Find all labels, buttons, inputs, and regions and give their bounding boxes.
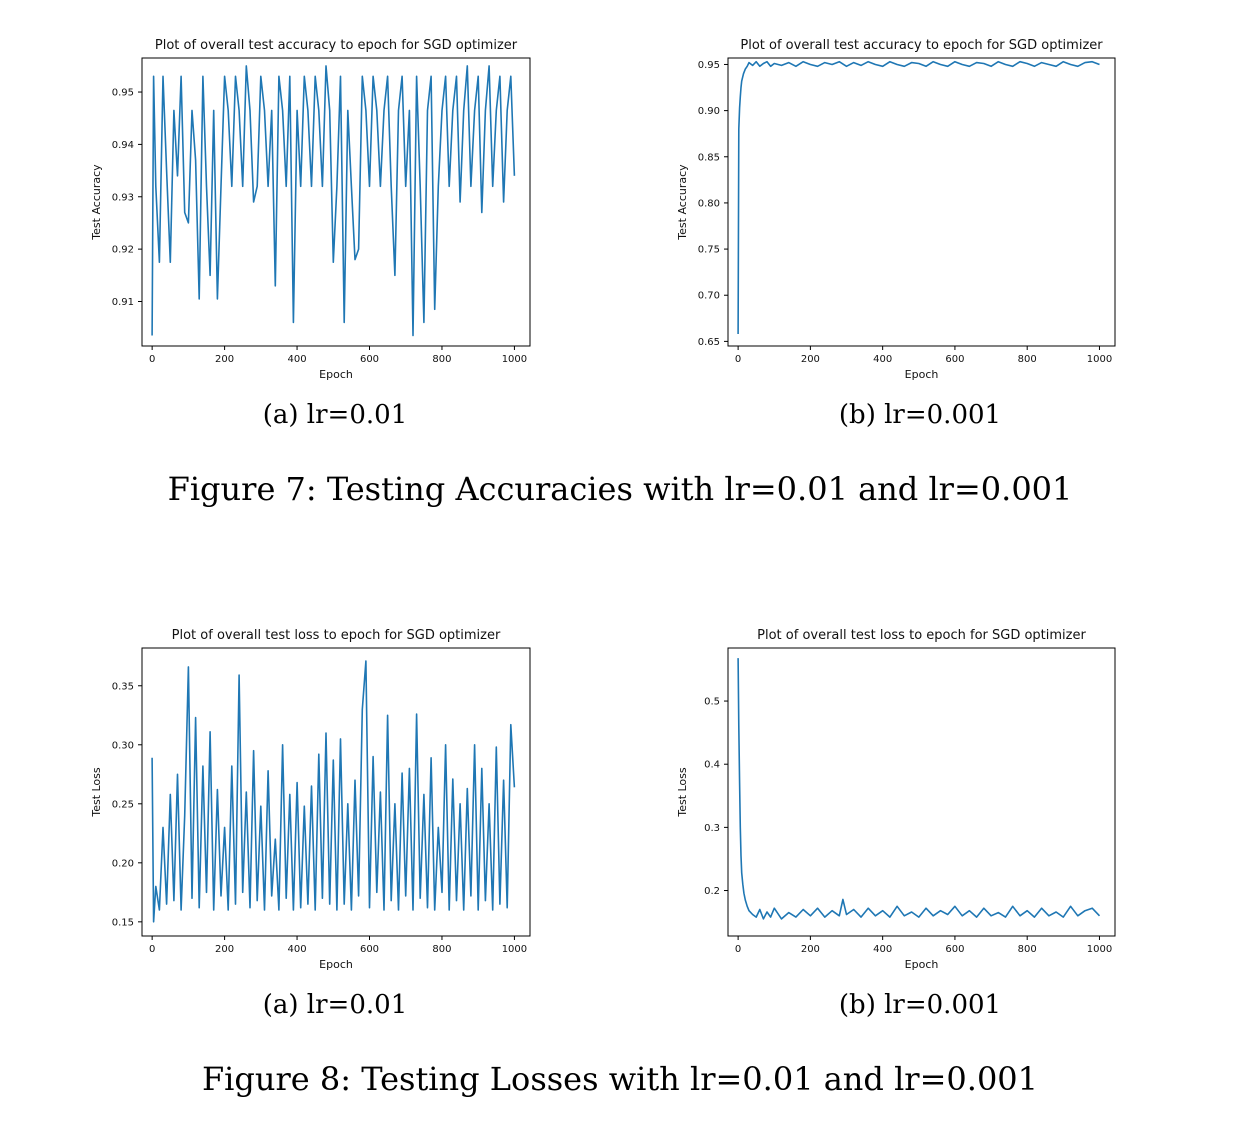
- chart-title: Plot of overall test accuracy to epoch f…: [155, 38, 518, 53]
- x-tick-label: 600: [945, 944, 964, 955]
- subcaption-a: (a) lr=0.01: [262, 400, 408, 430]
- y-axis-label: Test Loss: [676, 767, 689, 818]
- y-tick-label: 0.80: [698, 198, 720, 209]
- y-tick-label: 0.3: [704, 823, 720, 834]
- plot-frame: [141, 57, 531, 347]
- series-line: [737, 60, 1100, 335]
- y-axis-label: Test Loss: [90, 767, 103, 818]
- x-tick-label: 1000: [502, 354, 527, 365]
- chart-accuracy-lr-0-01: Plot of overall test accuracy to epoch f…: [90, 38, 531, 381]
- x-tick-label: 600: [360, 944, 379, 955]
- y-tick-label: 0.85: [698, 152, 720, 163]
- x-axis-label: Epoch: [905, 368, 939, 381]
- x-tick-label: 1000: [1087, 354, 1112, 365]
- x-tick-label: 200: [215, 354, 234, 365]
- x-tick-label: 400: [873, 354, 892, 365]
- x-tick-label: 800: [1018, 354, 1037, 365]
- x-tick-label: 0: [149, 354, 155, 365]
- y-tick-label: 0.93: [112, 192, 134, 203]
- series-line: [737, 658, 1101, 920]
- x-tick-label: 400: [288, 944, 307, 955]
- subcaption-b: (b) lr=0.001: [838, 400, 1002, 430]
- y-tick-label: 0.94: [112, 140, 134, 151]
- plot-frame: [141, 647, 531, 937]
- y-tick-label: 0.30: [112, 740, 134, 751]
- x-tick-label: 800: [1018, 944, 1037, 955]
- chart-panel-accuracy-lr-0-001: Plot of overall test accuracy to epoch f…: [630, 30, 1150, 390]
- series-line: [151, 65, 516, 337]
- chart-loss-lr-0-001: Plot of overall test loss to epoch for S…: [676, 628, 1116, 971]
- chart-panel-loss-lr-0-001: Plot of overall test loss to epoch for S…: [630, 620, 1150, 980]
- y-tick-label: 0.91: [112, 297, 134, 308]
- x-tick-label: 200: [801, 944, 820, 955]
- x-tick-label: 400: [873, 944, 892, 955]
- x-tick-label: 1000: [502, 944, 527, 955]
- chart-title: Plot of overall test loss to epoch for S…: [757, 628, 1086, 643]
- y-tick-label: 0.95: [112, 88, 134, 99]
- x-tick-label: 200: [801, 354, 820, 365]
- subcaption-b: (b) lr=0.001: [838, 990, 1002, 1020]
- plot-frame: [727, 647, 1116, 937]
- y-axis-label: Test Accuracy: [676, 164, 689, 241]
- y-tick-label: 0.70: [698, 291, 720, 302]
- y-tick-label: 0.35: [112, 681, 134, 692]
- chart-title: Plot of overall test loss to epoch for S…: [172, 628, 501, 643]
- x-axis-label: Epoch: [905, 958, 939, 971]
- series-line: [151, 660, 516, 923]
- y-axis-label: Test Accuracy: [90, 164, 103, 241]
- figure-caption: Figure 8: Testing Losses with lr=0.01 an…: [201, 1060, 1039, 1098]
- x-axis-label: Epoch: [319, 958, 353, 971]
- chart-panel-loss-lr-0-01: Plot of overall test loss to epoch for S…: [40, 620, 560, 980]
- y-tick-label: 0.65: [698, 337, 720, 348]
- x-tick-label: 0: [735, 944, 741, 955]
- y-tick-label: 0.4: [704, 760, 720, 771]
- chart-panel-accuracy-lr-0-01: Plot of overall test accuracy to epoch f…: [40, 30, 560, 390]
- x-tick-label: 800: [432, 354, 451, 365]
- x-tick-label: 200: [215, 944, 234, 955]
- x-tick-label: 600: [360, 354, 379, 365]
- y-tick-label: 0.75: [698, 245, 720, 256]
- y-tick-label: 0.20: [112, 858, 134, 869]
- chart-accuracy-lr-0-001: Plot of overall test accuracy to epoch f…: [676, 38, 1116, 381]
- x-tick-label: 800: [432, 944, 451, 955]
- x-tick-label: 0: [735, 354, 741, 365]
- y-tick-label: 0.15: [112, 917, 134, 928]
- y-tick-label: 0.95: [698, 60, 720, 71]
- y-tick-label: 0.5: [704, 697, 720, 708]
- x-tick-label: 400: [288, 354, 307, 365]
- subcaption-a: (a) lr=0.01: [262, 990, 408, 1020]
- plot-frame: [727, 57, 1116, 347]
- x-tick-label: 1000: [1087, 944, 1112, 955]
- figure-caption: Figure 7: Testing Accuracies with lr=0.0…: [167, 470, 1073, 508]
- x-tick-label: 600: [945, 354, 964, 365]
- y-tick-label: 0.90: [698, 106, 720, 117]
- chart-loss-lr-0-01: Plot of overall test loss to epoch for S…: [90, 628, 531, 971]
- y-tick-label: 0.25: [112, 799, 134, 810]
- x-tick-label: 0: [149, 944, 155, 955]
- x-axis-label: Epoch: [319, 368, 353, 381]
- y-tick-label: 0.2: [704, 886, 720, 897]
- chart-title: Plot of overall test accuracy to epoch f…: [740, 38, 1103, 53]
- y-tick-label: 0.92: [112, 245, 134, 256]
